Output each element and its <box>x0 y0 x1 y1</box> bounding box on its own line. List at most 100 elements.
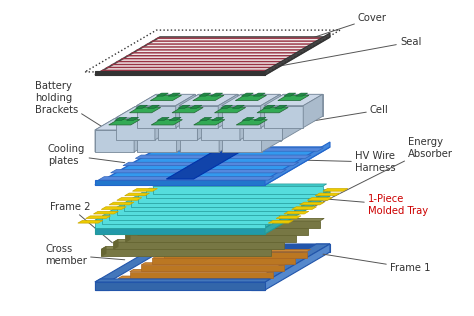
Text: Battery
holding
Brackets: Battery holding Brackets <box>35 82 109 131</box>
Polygon shape <box>101 246 276 249</box>
Polygon shape <box>117 205 291 207</box>
Polygon shape <box>151 120 182 125</box>
Polygon shape <box>158 106 178 140</box>
Polygon shape <box>118 278 261 284</box>
Polygon shape <box>243 118 283 140</box>
Polygon shape <box>137 118 157 152</box>
Polygon shape <box>197 106 217 140</box>
Polygon shape <box>137 228 308 235</box>
Polygon shape <box>126 235 296 242</box>
Polygon shape <box>155 106 174 140</box>
Polygon shape <box>95 37 330 75</box>
Polygon shape <box>132 189 157 191</box>
Text: Frame 1: Frame 1 <box>323 254 430 273</box>
Polygon shape <box>179 94 237 106</box>
Polygon shape <box>201 106 259 118</box>
Polygon shape <box>135 155 311 158</box>
Polygon shape <box>95 220 265 228</box>
Polygon shape <box>95 71 265 75</box>
Polygon shape <box>130 52 302 53</box>
Polygon shape <box>131 199 301 207</box>
Polygon shape <box>220 106 259 128</box>
Polygon shape <box>215 107 246 113</box>
Polygon shape <box>95 282 109 290</box>
Polygon shape <box>141 265 284 271</box>
Polygon shape <box>296 93 308 96</box>
Polygon shape <box>240 106 259 140</box>
Polygon shape <box>153 256 299 258</box>
Polygon shape <box>193 95 224 100</box>
Polygon shape <box>307 198 332 200</box>
Polygon shape <box>101 246 106 256</box>
Polygon shape <box>164 252 307 258</box>
Polygon shape <box>235 95 266 100</box>
Polygon shape <box>95 73 267 74</box>
Polygon shape <box>200 118 238 141</box>
Polygon shape <box>130 269 276 272</box>
Polygon shape <box>127 118 138 120</box>
Polygon shape <box>261 94 280 128</box>
Polygon shape <box>129 107 161 113</box>
Polygon shape <box>241 93 253 96</box>
Polygon shape <box>222 94 280 106</box>
Text: Cooling
plates: Cooling plates <box>48 144 125 166</box>
Polygon shape <box>109 211 280 220</box>
Polygon shape <box>110 169 286 173</box>
Polygon shape <box>95 190 330 228</box>
Polygon shape <box>110 64 283 65</box>
Polygon shape <box>179 94 199 128</box>
Polygon shape <box>153 258 295 264</box>
Polygon shape <box>253 93 265 96</box>
Polygon shape <box>199 93 211 96</box>
Polygon shape <box>263 105 275 108</box>
Polygon shape <box>95 118 154 130</box>
Polygon shape <box>194 120 225 125</box>
Polygon shape <box>155 244 330 247</box>
Polygon shape <box>124 203 294 211</box>
Polygon shape <box>264 94 283 128</box>
Polygon shape <box>130 272 273 278</box>
Polygon shape <box>201 118 240 140</box>
Polygon shape <box>124 201 298 203</box>
Polygon shape <box>172 107 203 113</box>
Polygon shape <box>241 94 280 116</box>
Polygon shape <box>95 244 173 282</box>
Polygon shape <box>278 95 309 100</box>
Polygon shape <box>265 33 330 75</box>
Polygon shape <box>86 216 110 219</box>
Polygon shape <box>109 209 283 211</box>
Polygon shape <box>236 120 267 125</box>
Polygon shape <box>178 105 190 108</box>
Polygon shape <box>158 106 217 118</box>
Polygon shape <box>117 207 287 215</box>
Polygon shape <box>136 105 147 108</box>
Polygon shape <box>150 95 182 100</box>
Polygon shape <box>284 93 296 96</box>
Polygon shape <box>150 218 154 228</box>
Polygon shape <box>126 233 130 242</box>
Polygon shape <box>177 118 196 152</box>
Polygon shape <box>166 141 259 179</box>
Polygon shape <box>254 118 266 120</box>
Polygon shape <box>275 105 287 108</box>
Polygon shape <box>158 118 197 140</box>
Polygon shape <box>140 46 312 48</box>
Polygon shape <box>100 70 273 71</box>
Polygon shape <box>242 118 281 141</box>
Polygon shape <box>222 118 281 130</box>
Polygon shape <box>168 93 180 96</box>
Text: Cover: Cover <box>223 13 387 67</box>
Polygon shape <box>135 106 174 128</box>
Polygon shape <box>169 118 181 120</box>
Polygon shape <box>137 106 176 128</box>
Polygon shape <box>222 106 261 128</box>
Polygon shape <box>199 94 237 116</box>
Polygon shape <box>262 118 281 152</box>
Polygon shape <box>95 282 265 290</box>
Polygon shape <box>114 242 283 249</box>
Polygon shape <box>156 93 168 96</box>
Polygon shape <box>109 120 140 125</box>
Polygon shape <box>222 118 242 152</box>
Polygon shape <box>114 240 118 249</box>
Polygon shape <box>118 276 265 278</box>
